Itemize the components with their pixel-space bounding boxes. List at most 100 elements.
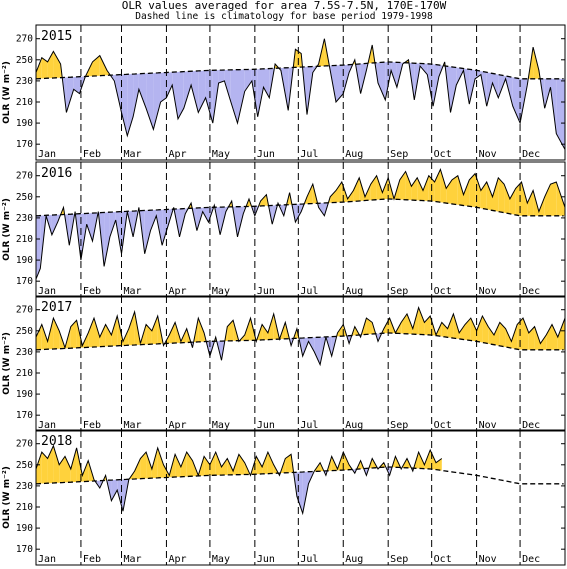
anomaly-below-band <box>66 77 74 113</box>
month-label: Mar <box>124 286 142 297</box>
anomaly-above-band <box>204 456 210 476</box>
anomaly-above-band <box>111 316 118 347</box>
anomaly-below-band <box>109 211 116 237</box>
anomaly-below-band <box>73 76 80 94</box>
month-label: Jan <box>38 420 56 431</box>
anomaly-above-band <box>41 324 48 350</box>
month-label: Jan <box>38 149 56 160</box>
y-axis-label: OLR (W m⁻²) <box>2 332 12 395</box>
anomaly-above-band <box>405 171 412 200</box>
month-label: Mar <box>124 554 142 565</box>
month-label: Dec <box>522 149 540 160</box>
anomaly-above-band <box>557 318 565 350</box>
anomaly-above-band <box>504 184 510 214</box>
y-tick-label: 210 <box>16 368 33 379</box>
anomaly-above-band <box>343 452 350 471</box>
anomaly-below-band <box>556 78 565 150</box>
year-label: 2017 <box>41 300 72 315</box>
anomaly-above-band <box>215 452 222 476</box>
month-label: Apr <box>168 420 186 431</box>
anomaly-above-band <box>186 452 193 477</box>
anomaly-below-band <box>218 70 225 83</box>
anomaly-below-band <box>104 212 110 267</box>
y-axis-label: OLR (W m⁻²) <box>2 61 12 124</box>
month-label: Feb <box>83 420 101 431</box>
chart-title: OLR values averaged for area 7.5S-7.5N, … <box>122 0 447 12</box>
y-tick-label: 170 <box>16 139 33 150</box>
anomaly-below-band <box>162 209 168 246</box>
anomaly-above-band <box>285 454 292 473</box>
anomaly-above-band <box>99 55 107 76</box>
olr-line <box>36 444 443 516</box>
y-tick-label: 230 <box>16 347 33 358</box>
anomaly-below-band <box>314 337 321 365</box>
month-label: Sep <box>390 554 408 565</box>
anomaly-above-band <box>459 324 465 340</box>
anomaly-above-band <box>505 328 512 349</box>
anomaly-below-band <box>191 70 199 113</box>
month-label: Nov <box>479 286 497 297</box>
anomaly-below-band <box>475 70 481 79</box>
anomaly-above-band <box>99 324 106 347</box>
y-tick-label: 210 <box>16 502 33 513</box>
anomaly-below-band <box>138 73 147 109</box>
anomaly-above-band <box>556 182 565 216</box>
month-label: Oct <box>434 554 452 565</box>
anomaly-below-band <box>202 207 209 223</box>
anomaly-above-band <box>546 324 552 350</box>
month-label: Oct <box>434 149 452 160</box>
anomaly-above-band <box>88 318 94 348</box>
anomaly-below-band <box>263 68 270 98</box>
y-tick-label: 250 <box>16 460 33 471</box>
anomaly-above-band <box>465 318 471 341</box>
month-label: Sep <box>390 149 408 160</box>
anomaly-above-band <box>94 318 100 347</box>
y-tick-label: 270 <box>16 439 33 450</box>
month-label: Dec <box>522 286 540 297</box>
y-tick-label: 250 <box>16 55 33 66</box>
month-label: Jun <box>257 554 275 565</box>
anomaly-above-band <box>47 445 54 484</box>
anomaly-below-band <box>166 72 173 98</box>
panel-2017: 170 190 210 230 250 270 Jan Feb Mar Apr May Jun Jul A… <box>2 295 566 432</box>
anomaly-above-band <box>41 57 48 79</box>
anomaly-above-band <box>65 456 71 483</box>
anomaly-above-band <box>527 190 534 216</box>
anomaly-below-band <box>178 71 184 119</box>
anomaly-below-band <box>51 214 58 235</box>
anomaly-above-band <box>482 316 489 344</box>
anomaly-above-band <box>36 57 42 79</box>
anomaly-above-band <box>540 335 547 350</box>
anomaly-below-band <box>343 64 350 94</box>
anomaly-below-band <box>544 78 551 109</box>
anomaly-above-band <box>550 182 557 216</box>
anomaly-above-band <box>134 458 141 479</box>
anomaly-above-band <box>262 324 268 340</box>
anomaly-above-band <box>41 452 48 484</box>
y-tick-label: 250 <box>16 326 33 337</box>
anomaly-above-band <box>494 322 500 346</box>
anomaly-above-band <box>128 311 135 346</box>
month-label: Jan <box>38 286 56 297</box>
anomaly-above-band <box>151 316 158 345</box>
panel-2016: 170 190 210 230 250 270 Jan Feb Mar Apr May Jun Jul A… <box>2 161 566 298</box>
anomaly-below-band <box>86 213 93 242</box>
anomaly-above-band <box>511 324 518 350</box>
month-label: Jul <box>300 554 318 565</box>
month-label: Nov <box>479 420 497 431</box>
anomaly-above-band <box>175 454 181 477</box>
year-label: 2018 <box>41 434 72 449</box>
anomaly-below-band <box>224 69 231 100</box>
anomaly-above-band <box>330 190 336 203</box>
anomaly-above-band <box>146 452 152 479</box>
anomaly-above-band <box>401 313 407 334</box>
y-tick-label: 270 <box>16 34 33 45</box>
anomaly-below-band <box>244 69 252 92</box>
anomaly-above-band <box>488 326 494 345</box>
month-label: Aug <box>345 149 363 160</box>
anomaly-below-band <box>450 66 457 113</box>
anomaly-below-band <box>237 69 245 124</box>
month-label: Aug <box>345 286 363 297</box>
month-label: Aug <box>345 554 363 565</box>
anomaly-above-band <box>256 456 263 475</box>
